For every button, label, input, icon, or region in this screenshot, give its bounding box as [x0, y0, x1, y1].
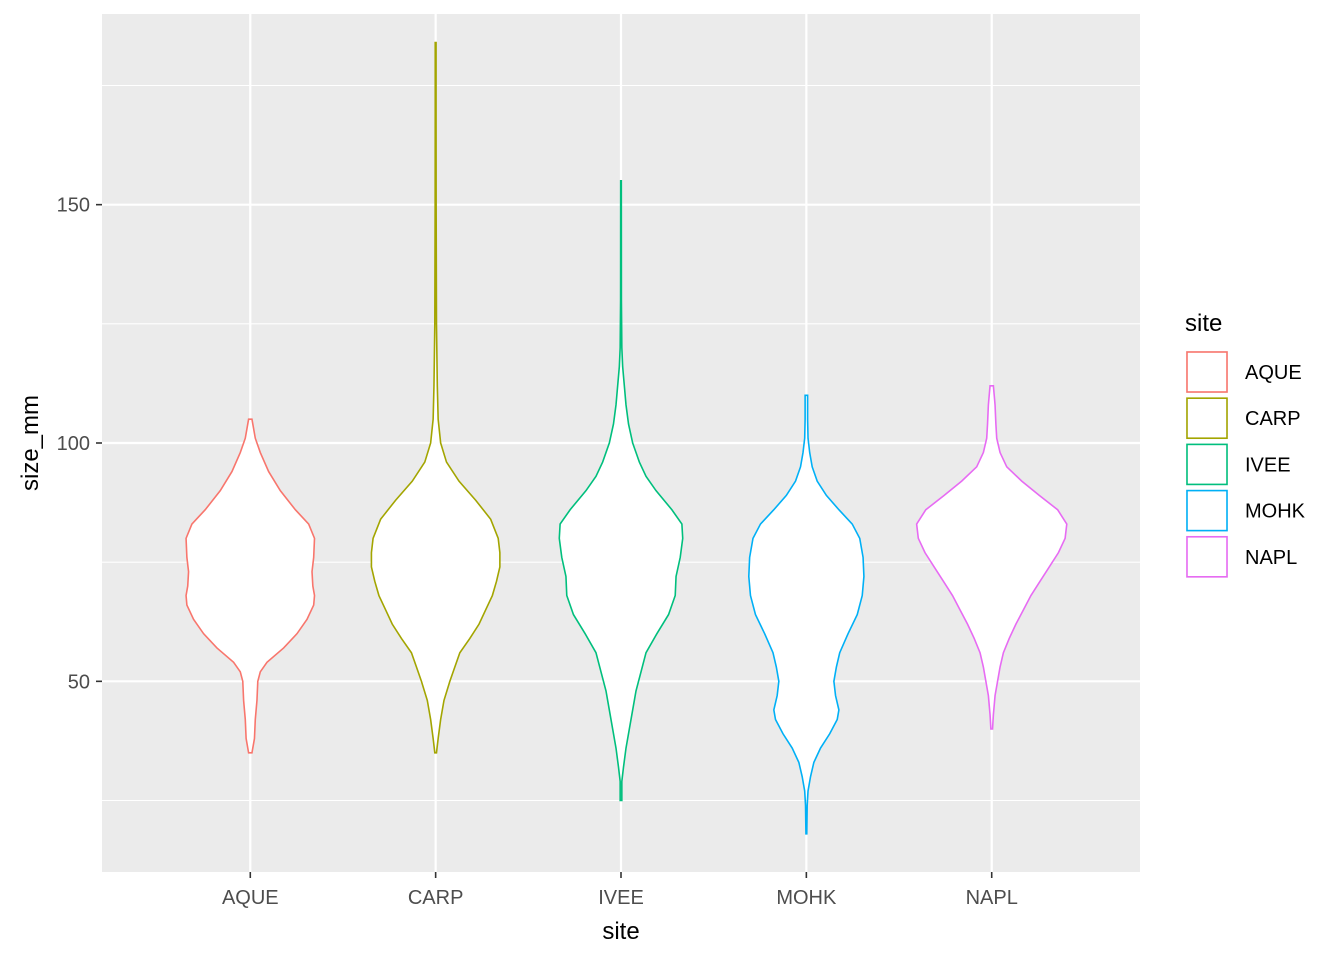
x-tick-label: NAPL	[966, 887, 1018, 909]
legend-key-aque	[1186, 351, 1228, 393]
x-tick-label: MOHK	[776, 887, 837, 909]
y-tick-label: 100	[57, 433, 90, 455]
violins	[185, 41, 1068, 835]
y-tick-label: 50	[68, 671, 90, 693]
legend-title: site	[1185, 310, 1222, 337]
x-axis-title: site	[602, 918, 639, 945]
violin-aque	[185, 418, 316, 754]
violin-carp	[370, 41, 501, 754]
y-tick-label: 150	[57, 195, 90, 217]
x-tick-label: CARP	[408, 887, 464, 909]
legend-label-napl: NAPL	[1245, 547, 1297, 569]
legend-label-ivee: IVEE	[1245, 454, 1291, 476]
violin-napl	[915, 385, 1068, 730]
y-axis-ticks: 50 100 150	[57, 195, 102, 693]
x-axis-ticks: AQUE CARP IVEE MOHK NAPL	[222, 872, 1018, 909]
x-tick-label: AQUE	[222, 887, 279, 909]
legend-key-mohk	[1186, 489, 1228, 532]
legend-key-napl	[1186, 535, 1228, 578]
legend-items: AQUE CARP IVEE MOHK NAPL	[1186, 351, 1306, 578]
y-axis-title: size_mm	[17, 395, 44, 491]
legend-key-ivee	[1186, 443, 1228, 486]
legend-label-aque: AQUE	[1245, 362, 1302, 384]
legend-key-carp	[1186, 397, 1228, 440]
legend-label-carp: CARP	[1245, 408, 1301, 430]
violin-ivee	[558, 180, 684, 802]
legend-label-mohk: MOHK	[1245, 501, 1306, 523]
violin-mohk	[747, 394, 865, 835]
x-tick-label: IVEE	[598, 887, 644, 909]
legend: site AQUE CARP IVEE MOHK NAPL	[1185, 310, 1306, 578]
